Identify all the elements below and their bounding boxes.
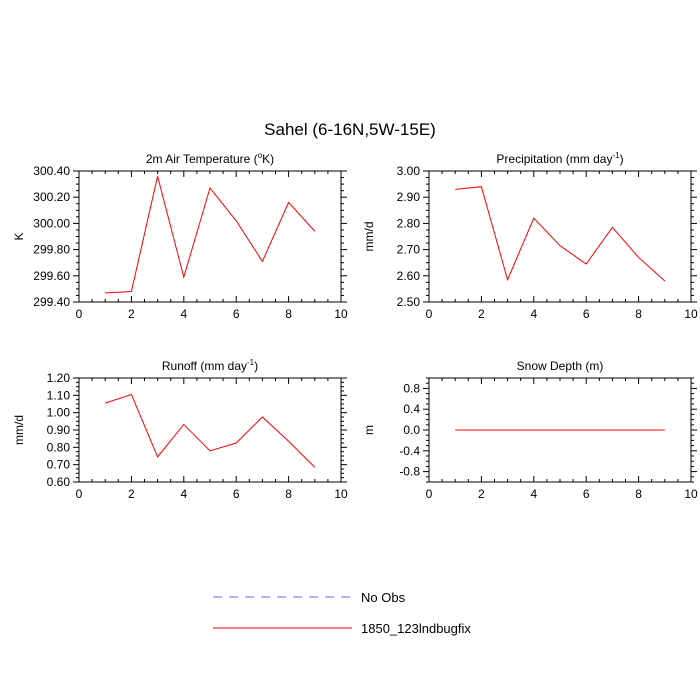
- y-tick-label: 2.80: [397, 216, 421, 230]
- x-tick-label: 0: [426, 307, 433, 321]
- y-tick-label: 2.70: [397, 243, 421, 257]
- legend-label-2: 1850_123lndbugfix: [361, 621, 471, 636]
- x-tick-label: 10: [684, 307, 698, 321]
- x-tick-label: 10: [684, 487, 698, 501]
- series-line-1: [455, 186, 666, 282]
- plot-frame: [78, 377, 342, 483]
- panel-title-superscript: -1: [247, 358, 255, 367]
- panel-title: Runoff (mm day-1): [162, 358, 258, 373]
- panel-title-end: K): [262, 152, 274, 166]
- legend-label-1: No Obs: [361, 590, 406, 605]
- x-tick-label: 0: [76, 307, 83, 321]
- y-axis-label: mm/d: [362, 222, 376, 252]
- y-tick-label: 0.4: [403, 402, 420, 416]
- x-tick-label: 0: [426, 487, 433, 501]
- y-tick-label: 0.0: [403, 423, 420, 437]
- y-tick-label: 299.60: [33, 269, 70, 283]
- chart-panel-1: 2m Air Temperature (oK) K 0 2 4 6 8 10 299.40 299…: [12, 151, 348, 321]
- y-tick-label: 1.00: [47, 406, 71, 420]
- x-tick-label: 6: [233, 307, 240, 321]
- x-tick-label: 6: [583, 487, 590, 501]
- y-tick-label: 0.8: [403, 381, 420, 395]
- panel-title-superscript: -1: [612, 151, 620, 160]
- panel-title-main: Snow Depth (m): [517, 359, 604, 373]
- y-tick-label: -0.8: [399, 465, 420, 479]
- x-tick-label: 10: [334, 307, 348, 321]
- x-tick-label: 2: [478, 307, 485, 321]
- x-tick-label: 8: [285, 307, 292, 321]
- y-tick-label: -0.4: [399, 444, 420, 458]
- x-tick-label: 2: [478, 487, 485, 501]
- x-tick-label: 6: [233, 487, 240, 501]
- y-tick-label: 3.00: [397, 164, 421, 178]
- y-tick-label: 299.80: [33, 243, 70, 257]
- x-tick-label: 4: [530, 307, 537, 321]
- panel-title: Snow Depth (m): [517, 359, 604, 373]
- x-tick-label: 10: [334, 487, 348, 501]
- y-tick-label: 1.10: [47, 388, 71, 402]
- y-tick-label: 300.40: [33, 164, 70, 178]
- plot-frame: [78, 170, 342, 303]
- series-line-1: [105, 176, 316, 294]
- y-axis-label: m: [362, 425, 376, 435]
- chart-panel-3: Runoff (mm day-1) mm/d 0 2 4 6 8 10 0.60 0.70 0.80…: [12, 358, 348, 501]
- series-line-1: [105, 393, 316, 468]
- y-tick-label: 2.90: [397, 190, 421, 204]
- y-tick-label: 300.00: [33, 216, 70, 230]
- y-axis-label: K: [12, 232, 26, 240]
- chart-panel-4: Snow Depth (m) m 0 2 4 6 8 10 -0.8 -0.4 0.0 0.4 0.8: [362, 359, 698, 501]
- legend: No Obs 1850_123lndbugfix: [213, 590, 471, 636]
- panel-title-end: ): [254, 359, 258, 373]
- panels-group: 2m Air Temperature (oK) K 0 2 4 6 8 10 299.40 299…: [12, 151, 698, 501]
- x-tick-label: 4: [180, 487, 187, 501]
- x-tick-label: 4: [180, 307, 187, 321]
- x-tick-label: 8: [285, 487, 292, 501]
- panel-title-end: ): [620, 152, 624, 166]
- x-tick-label: 4: [530, 487, 537, 501]
- x-tick-label: 8: [635, 307, 642, 321]
- x-tick-label: 2: [128, 487, 135, 501]
- y-tick-label: 0.90: [47, 423, 71, 437]
- panel-title-superscript: o: [258, 151, 263, 160]
- panel-title: Precipitation (mm day-1): [496, 151, 623, 166]
- panel-title-main: Runoff (mm day: [162, 359, 247, 373]
- y-tick-label: 0.60: [47, 475, 71, 489]
- y-axis-label: mm/d: [12, 415, 26, 445]
- chart-panel-2: Precipitation (mm day-1) mm/d 0 2 4 6 8 10 2.50 2…: [362, 151, 698, 321]
- panel-title-main: 2m Air Temperature (: [146, 152, 258, 166]
- panel-title: 2m Air Temperature (oK): [146, 151, 274, 166]
- y-tick-label: 0.80: [47, 440, 71, 454]
- y-tick-label: 0.70: [47, 458, 71, 472]
- x-tick-label: 0: [76, 487, 83, 501]
- figure-title: Sahel (6-16N,5W-15E): [264, 120, 436, 139]
- y-tick-label: 2.50: [397, 295, 421, 309]
- y-tick-label: 1.20: [47, 371, 71, 385]
- panel-title-main: Precipitation (mm day: [496, 152, 612, 166]
- y-tick-label: 2.60: [397, 269, 421, 283]
- plot-frame: [428, 170, 692, 303]
- y-tick-label: 300.20: [33, 190, 70, 204]
- x-tick-label: 8: [635, 487, 642, 501]
- x-tick-label: 6: [583, 307, 590, 321]
- y-tick-label: 299.40: [33, 295, 70, 309]
- x-tick-label: 2: [128, 307, 135, 321]
